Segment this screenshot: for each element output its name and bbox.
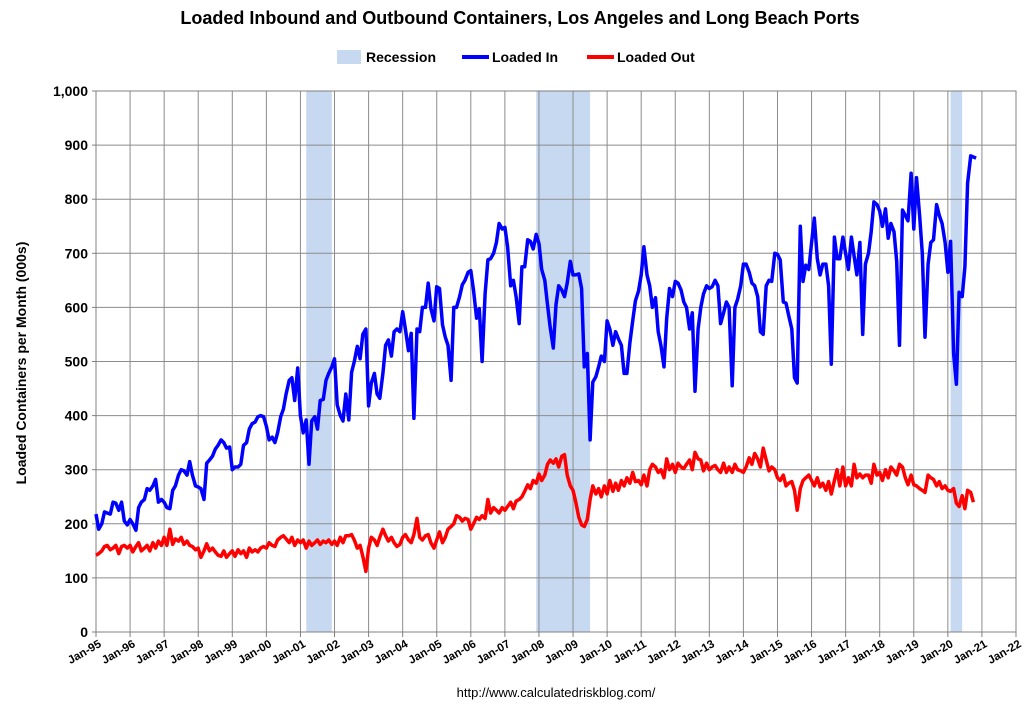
- x-tick-label: Jan-21: [952, 638, 990, 667]
- y-tick-label: 900: [65, 137, 89, 153]
- source-url: http://www.calculatedriskblog.com/: [457, 685, 656, 700]
- x-tick-label: Jan-14: [713, 638, 751, 667]
- y-tick-label: 100: [65, 570, 89, 586]
- x-tick-label: Jan-10: [577, 638, 615, 667]
- x-tick-label: Jan-99: [202, 638, 240, 667]
- x-tick-label: Jan-11: [612, 638, 650, 667]
- x-tick-label: Jan-96: [100, 638, 138, 667]
- series-line-loaded-out: [95, 446, 976, 574]
- y-axis-ticks: 0 100 200 300 400 500 600 700 800 900 1,000: [53, 83, 96, 640]
- x-tick-label: Jan-98: [168, 638, 206, 667]
- x-tick-label: Jan-05: [407, 638, 445, 667]
- x-tick-label: Jan-04: [373, 638, 411, 667]
- x-tick-label: Jan-18: [850, 638, 888, 667]
- x-tick-label: Jan-15: [747, 638, 785, 667]
- y-tick-label: 200: [65, 516, 89, 532]
- legend-swatch-recession: [337, 50, 361, 64]
- legend-label-loaded-in: Loaded In: [492, 49, 558, 65]
- y-tick-label: 1,000: [53, 83, 88, 99]
- y-axis-label: Loaded Containers per Month (000s): [13, 242, 29, 485]
- x-tick-label: Jan-12: [645, 638, 683, 667]
- x-tick-label: Jan-19: [884, 638, 922, 667]
- x-tick-label: Jan-17: [816, 638, 854, 667]
- x-tick-label: Jan-97: [134, 638, 172, 667]
- x-tick-label: Jan-07: [475, 638, 513, 667]
- x-tick-label: Jan-09: [543, 638, 581, 667]
- y-tick-label: 0: [80, 624, 88, 640]
- y-tick-label: 400: [65, 408, 89, 424]
- y-tick-label: 800: [65, 191, 89, 207]
- x-tick-label: Jan-20: [918, 638, 956, 667]
- legend-label-recession: Recession: [366, 49, 436, 65]
- chart-title: Loaded Inbound and Outbound Containers, …: [180, 8, 859, 28]
- y-tick-label: 500: [65, 354, 89, 370]
- x-tick-label: Jan-03: [339, 638, 377, 667]
- x-tick-label: Jan-06: [441, 638, 479, 667]
- x-tick-label: Jan-08: [509, 638, 547, 667]
- x-tick-label: Jan-16: [782, 638, 820, 667]
- x-tick-label: Jan-00: [236, 638, 274, 667]
- legend: Recession Loaded In Loaded Out: [337, 49, 695, 65]
- y-tick-label: 600: [65, 299, 89, 315]
- x-tick-label: Jan-01: [270, 638, 308, 667]
- x-axis-ticks: Jan-95Jan-96Jan-97Jan-98Jan-99Jan-00Jan-…: [66, 632, 1024, 667]
- y-tick-label: 300: [65, 462, 89, 478]
- y-tick-label: 700: [65, 245, 89, 261]
- x-tick-label: Jan-13: [679, 638, 717, 667]
- x-tick-label: Jan-22: [986, 638, 1024, 667]
- series-line-loaded-in: [94, 154, 977, 533]
- series-lines: [94, 154, 977, 574]
- legend-label-loaded-out: Loaded Out: [617, 49, 695, 65]
- x-tick-label: Jan-02: [304, 638, 342, 667]
- x-tick-label: Jan-95: [66, 638, 104, 667]
